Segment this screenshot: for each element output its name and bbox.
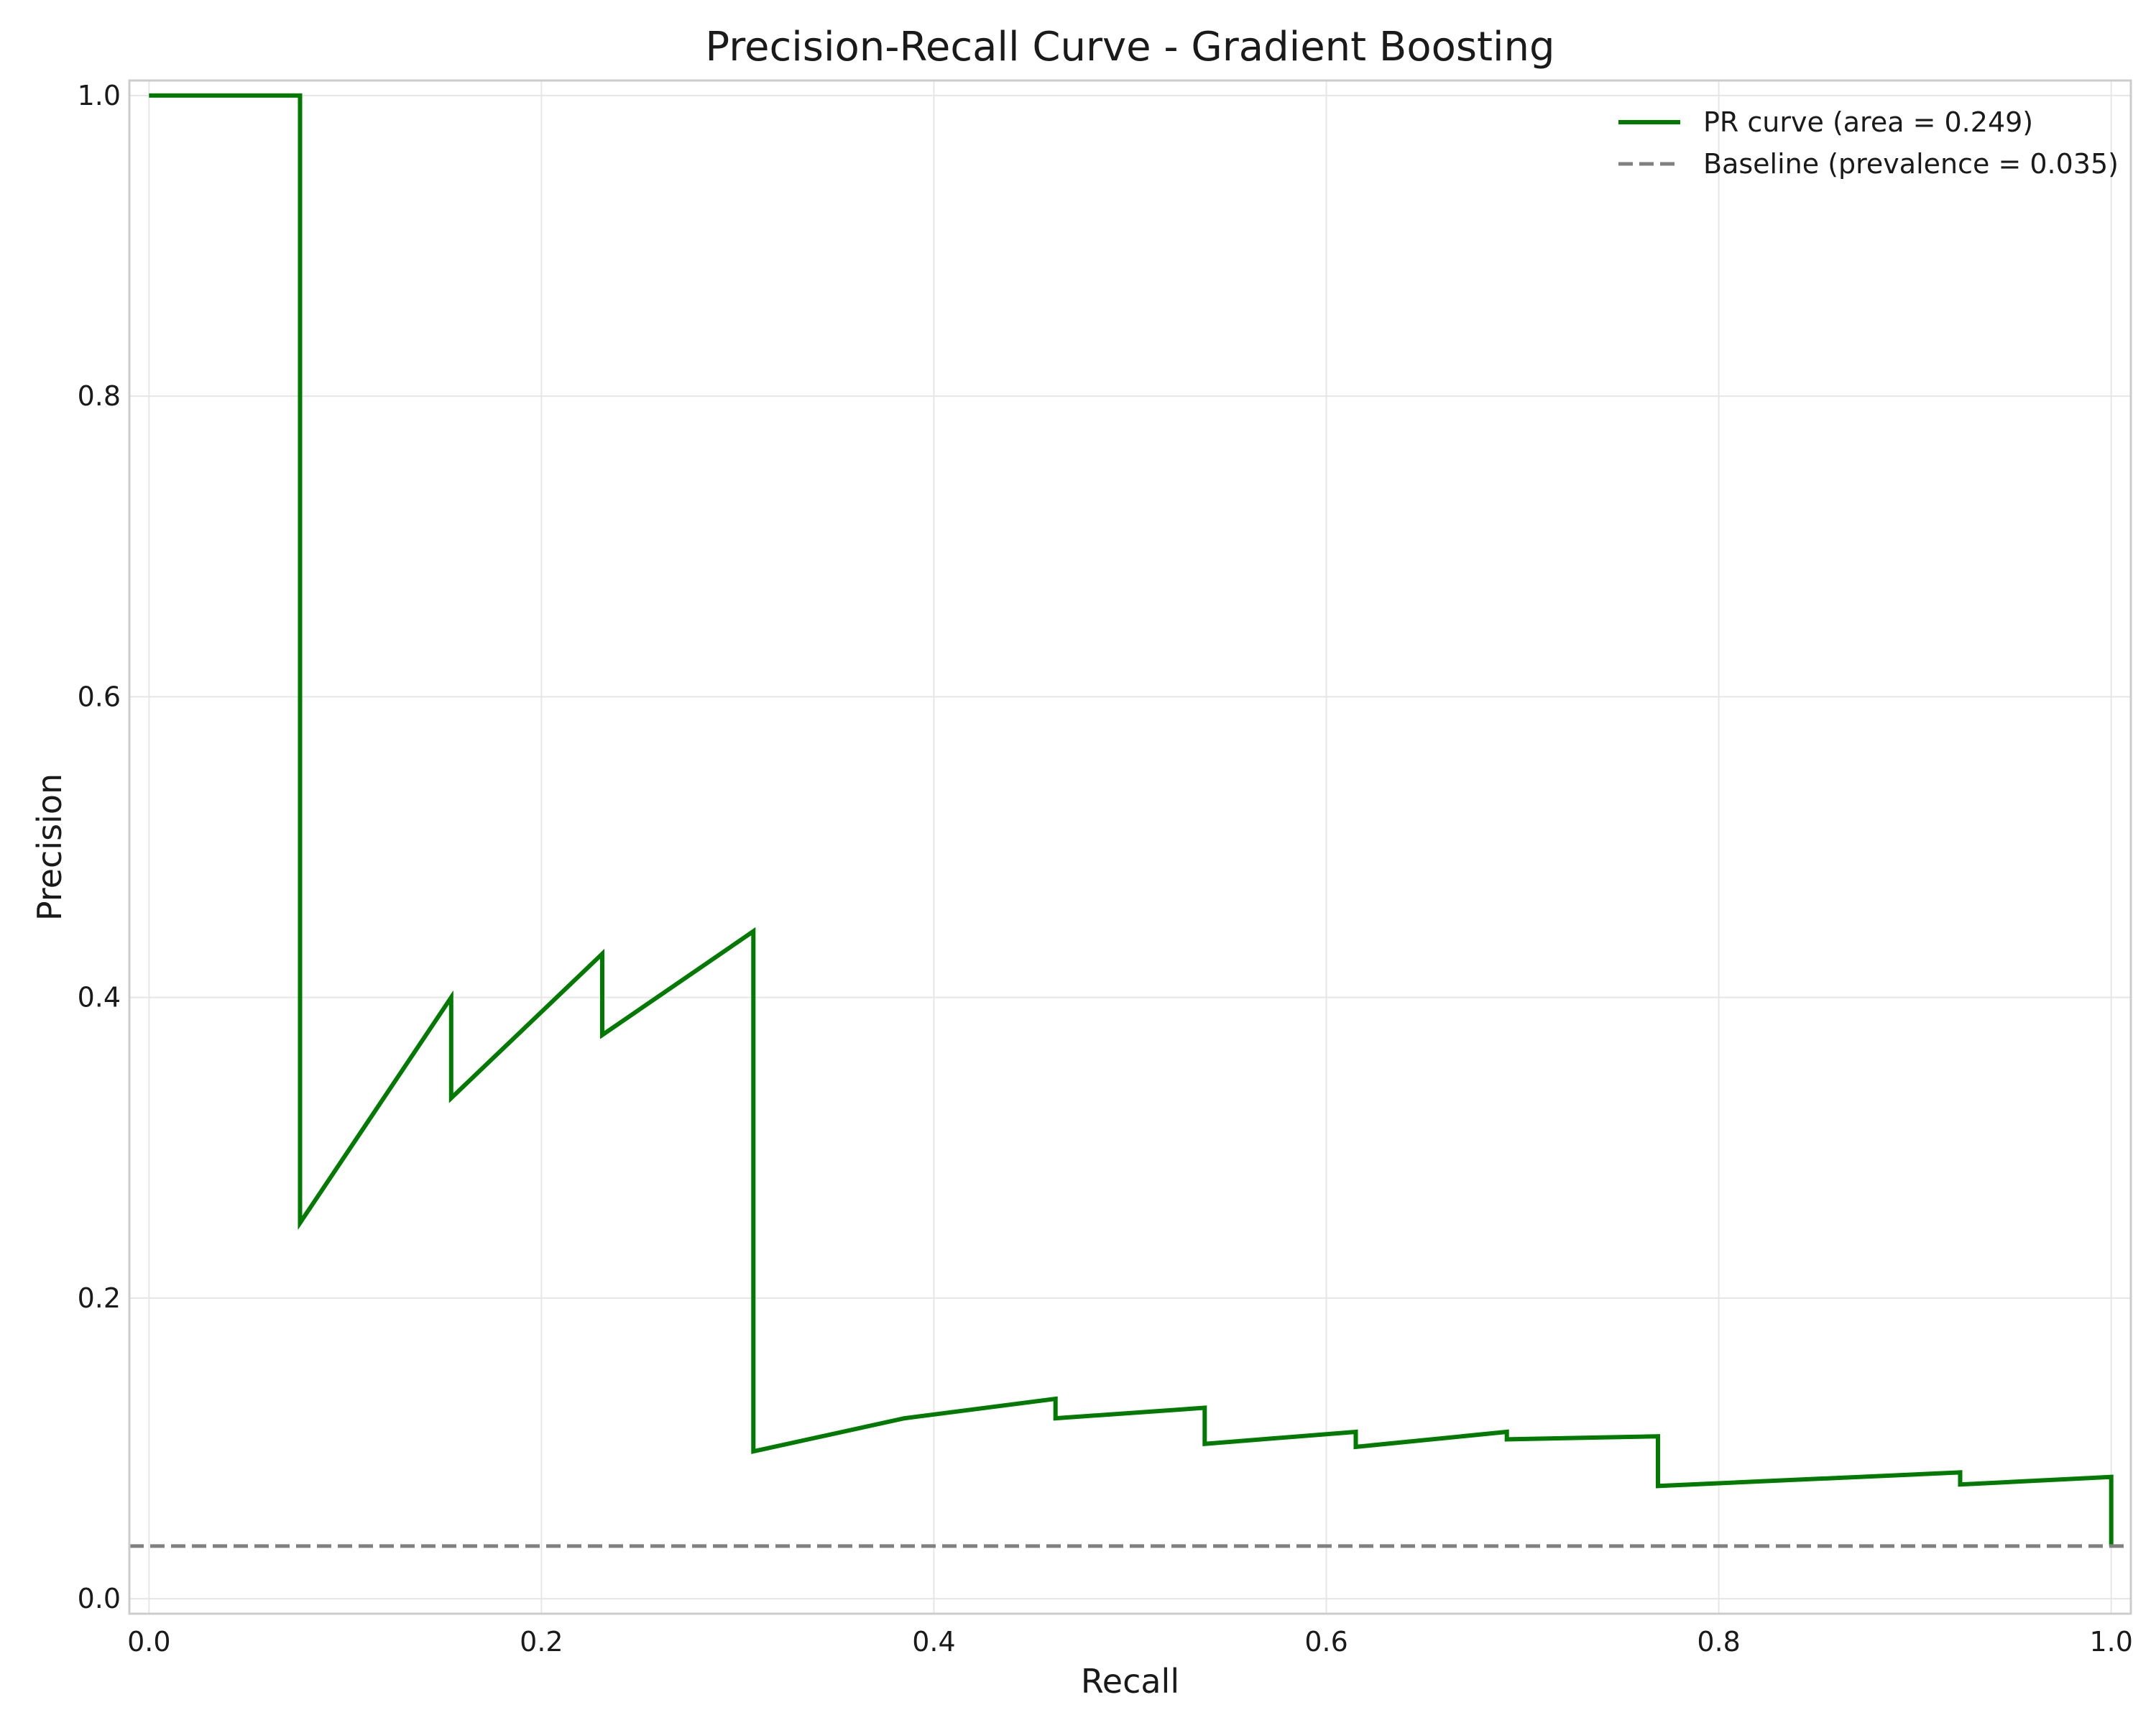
legend: PR curve (area = 0.249) Baseline (prevale… <box>1618 106 2119 180</box>
series-group <box>129 93 2131 1548</box>
tick-labels: 0.0 0.2 0.4 0.6 0.8 1.0 0.0 0.2 0.4 0.6 0.8 1.0 <box>78 80 2133 1658</box>
x-tick-label: 0.8 <box>1697 1626 1740 1658</box>
x-tick-label: 1.0 <box>2089 1626 2132 1658</box>
y-tick-label: 1.0 <box>78 80 121 111</box>
y-tick-label: 0.2 <box>78 1282 121 1314</box>
y-tick-label: 0.6 <box>78 681 121 712</box>
x-tick-label: 0.6 <box>1304 1626 1348 1658</box>
y-tick-label: 0.0 <box>78 1583 121 1614</box>
legend-label: PR curve (area = 0.249) <box>1703 106 2033 138</box>
x-axis-label: Recall <box>1081 1662 1179 1701</box>
plot-frame <box>128 79 2132 1615</box>
legend-label: Baseline (prevalence = 0.035) <box>1703 148 2119 180</box>
x-tick-label: 0.2 <box>520 1626 563 1658</box>
chart-title: Precision-Recall Curve - Gradient Boosti… <box>705 24 1554 70</box>
y-tick-label: 0.8 <box>78 380 121 412</box>
y-axis-label: Precision <box>30 773 69 921</box>
x-tick-label: 0.0 <box>127 1626 170 1658</box>
grid <box>129 81 2131 1614</box>
x-tick-label: 0.4 <box>912 1626 955 1658</box>
pr-curve-line <box>149 93 2114 1546</box>
y-tick-label: 0.4 <box>78 982 121 1014</box>
